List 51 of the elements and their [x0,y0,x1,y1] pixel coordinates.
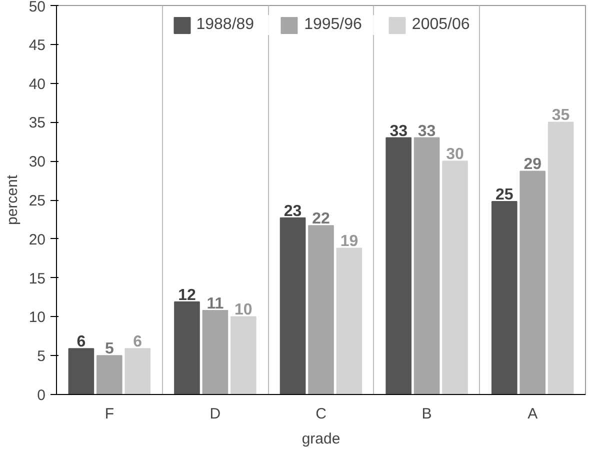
data-label: 35 [552,107,570,124]
bar [491,201,518,394]
x-tick-label: D [210,406,221,422]
bar [230,316,256,394]
bar [280,217,306,394]
x-tick-label: B [422,406,432,422]
y-tick-label: 45 [28,36,46,54]
legend-label: 1995/96 [304,16,362,34]
bar [336,248,362,394]
data-label: 6 [133,334,142,351]
x-tick-label: C [316,406,327,422]
bar [548,122,574,394]
y-tick-label: 40 [28,76,46,93]
bar [174,301,200,394]
y-tick-label: 10 [28,309,46,326]
legend-label: 1988/89 [196,16,254,34]
y-axis-title: percent [4,174,21,226]
y-tick-label: 50 [28,0,46,16]
data-label: 33 [418,122,436,140]
y-tick-label: 20 [28,231,46,248]
data-label: 30 [446,146,464,164]
y-tick-label: 15 [28,270,46,288]
legend-label: 2005/06 [412,16,470,34]
bar [68,348,94,394]
data-label: 19 [340,233,358,250]
y-tick-label: 35 [28,114,46,132]
y-tick-label: 5 [37,348,46,366]
data-label: 22 [312,210,330,228]
bar [308,225,334,394]
data-label: 6 [76,334,86,351]
data-label: 25 [495,186,514,204]
y-tick-label: 30 [28,154,46,171]
y-tick-label: 0 [37,387,46,404]
data-label: 23 [284,202,302,220]
bar [96,355,122,394]
x-tick-label: F [104,406,114,422]
data-label: 29 [524,156,542,174]
y-tick-label: 25 [28,192,46,210]
bar [520,170,546,394]
bar [414,137,440,394]
x-axis-title: grade [302,430,340,448]
data-label: 5 [104,340,114,358]
data-label: 12 [178,286,196,304]
bar [202,310,228,394]
x-tick-label: A [528,406,538,422]
bar [386,137,412,394]
data-label: 11 [206,295,224,312]
bar [124,348,151,394]
data-label: 10 [234,302,252,319]
bar [442,160,468,394]
data-label: 33 [390,122,408,140]
